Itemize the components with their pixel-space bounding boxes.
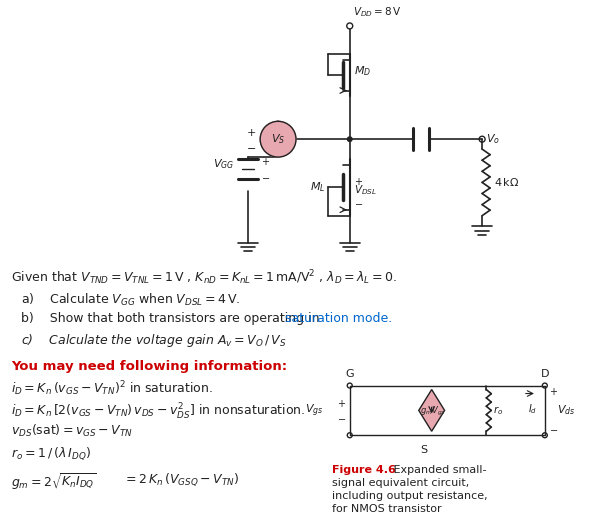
Text: a)    Calculate $V_{GG}$ when $V_{DSL} = 4\,\mathrm{V}$.: a) Calculate $V_{GG}$ when $V_{DSL} = 4\… bbox=[21, 292, 241, 308]
Text: You may need following information:: You may need following information: bbox=[11, 360, 287, 373]
Text: $M_L$: $M_L$ bbox=[310, 180, 326, 194]
Text: including output resistance,: including output resistance, bbox=[332, 491, 487, 501]
Text: $-$: $-$ bbox=[549, 425, 558, 434]
Text: $V_{DSL}$: $V_{DSL}$ bbox=[354, 184, 376, 197]
Text: $v_{DS}(\mathrm{sat}) = v_{GS} - V_{TN}$: $v_{DS}(\mathrm{sat}) = v_{GS} - V_{TN}$ bbox=[11, 423, 133, 439]
Text: $= 2\,K_n\,(V_{GSQ} - V_{TN})$: $= 2\,K_n\,(V_{GSQ} - V_{TN})$ bbox=[123, 471, 239, 488]
Text: $V_{gs}$: $V_{gs}$ bbox=[306, 402, 324, 419]
Text: Expanded small-: Expanded small- bbox=[389, 465, 486, 475]
Text: $V_{DD} = 8\,\mathrm{V}$: $V_{DD} = 8\,\mathrm{V}$ bbox=[353, 5, 401, 19]
Text: $+$: $+$ bbox=[549, 386, 558, 397]
Text: c)    Calculate the voltage gain $A_v = V_O\,/\,V_S$: c) Calculate the voltage gain $A_v = V_O… bbox=[21, 332, 287, 349]
Text: Given that $V_{TND} = V_{TNL} = 1\,\mathrm{V}$ , $K_{nD} = K_{nL} = 1\,\mathrm{m: Given that $V_{TND} = V_{TNL} = 1\,\math… bbox=[11, 268, 398, 287]
Text: $+$: $+$ bbox=[261, 155, 270, 167]
Text: $+$: $+$ bbox=[337, 398, 346, 409]
Text: Figure 4.6: Figure 4.6 bbox=[332, 465, 396, 475]
Text: $-$: $-$ bbox=[246, 142, 256, 152]
Text: $i_D = K_n\,(v_{GS} - V_{TN})^2$ in saturation.: $i_D = K_n\,(v_{GS} - V_{TN})^2$ in satu… bbox=[11, 380, 213, 398]
Text: $r_o = 1\,/\,(\lambda\,I_{DQ})$: $r_o = 1\,/\,(\lambda\,I_{DQ})$ bbox=[11, 445, 91, 462]
Text: $g_m = 2\sqrt{K_n I_{DQ}}$: $g_m = 2\sqrt{K_n I_{DQ}}$ bbox=[11, 471, 97, 491]
Text: $V_{GG}$: $V_{GG}$ bbox=[213, 157, 234, 171]
Text: $-$: $-$ bbox=[337, 413, 346, 423]
Polygon shape bbox=[419, 389, 445, 431]
Text: signal equivalent circuit,: signal equivalent circuit, bbox=[332, 478, 469, 488]
Text: saturation mode.: saturation mode. bbox=[285, 312, 392, 325]
Text: $4\,\mathrm{k\Omega}$: $4\,\mathrm{k\Omega}$ bbox=[494, 177, 519, 188]
Text: $g_m V_{gs}$: $g_m V_{gs}$ bbox=[420, 405, 445, 418]
Text: S: S bbox=[420, 445, 427, 455]
Circle shape bbox=[260, 121, 296, 157]
Text: $-$: $-$ bbox=[261, 172, 270, 182]
Text: $M_D$: $M_D$ bbox=[354, 64, 371, 78]
Text: $i_D = K_n\,[2(v_{GS} - V_{TN})\,v_{DS} - v^2_{DS}]$ in nonsaturation.: $i_D = K_n\,[2(v_{GS} - V_{TN})\,v_{DS} … bbox=[11, 402, 306, 421]
Text: G: G bbox=[345, 369, 354, 379]
Text: $V_S$: $V_S$ bbox=[271, 132, 285, 146]
Text: $+$: $+$ bbox=[246, 127, 256, 138]
Text: $I_d$: $I_d$ bbox=[528, 402, 537, 416]
Text: $+$: $+$ bbox=[354, 176, 363, 187]
Text: $V_o$: $V_o$ bbox=[486, 132, 500, 146]
Circle shape bbox=[347, 136, 353, 142]
Text: $r_o$: $r_o$ bbox=[493, 404, 504, 417]
Text: $-$: $-$ bbox=[354, 198, 363, 208]
Text: $V_{ds}$: $V_{ds}$ bbox=[557, 403, 575, 417]
Text: b)    Show that both transistors are operating in: b) Show that both transistors are operat… bbox=[21, 312, 324, 325]
Text: D: D bbox=[540, 369, 549, 379]
Text: for NMOS transistor: for NMOS transistor bbox=[332, 504, 441, 514]
